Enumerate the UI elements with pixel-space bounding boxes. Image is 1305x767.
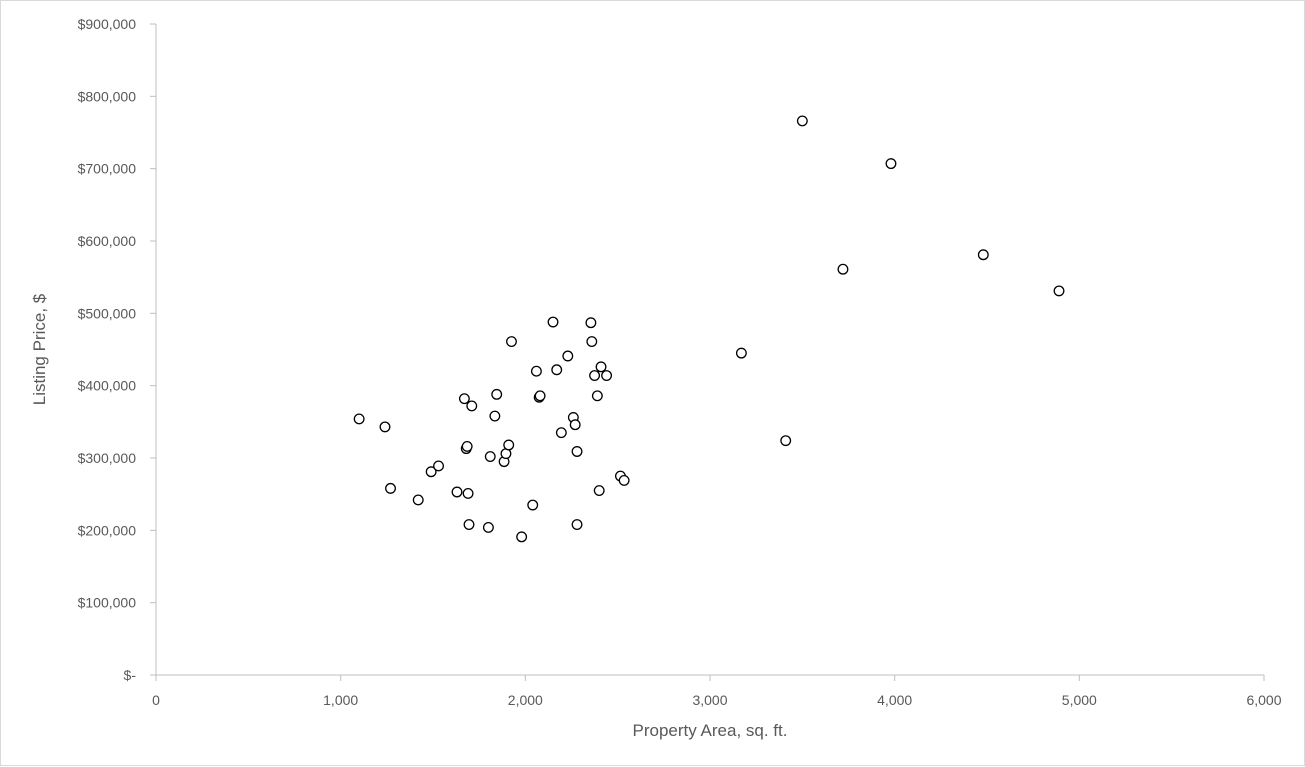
data-point xyxy=(412,494,424,506)
x-tick-label: 0 xyxy=(152,692,160,708)
data-point xyxy=(571,446,583,457)
data-point xyxy=(547,316,559,328)
data-point xyxy=(462,487,474,499)
data-point xyxy=(595,361,607,373)
data-point xyxy=(425,466,437,478)
data-point xyxy=(534,390,546,402)
data-point xyxy=(491,388,503,400)
data-point xyxy=(489,410,501,422)
tick-labels: $- $100,000 $200,000 $300,000 $400,000 $500,0… xyxy=(78,16,1282,708)
y-tick-label: $200,000 xyxy=(78,522,137,538)
data-point xyxy=(506,336,517,347)
data-point xyxy=(503,439,515,451)
data-point xyxy=(618,474,630,486)
data-point xyxy=(780,435,792,447)
data-points xyxy=(353,115,1065,543)
x-tick-label: 6,000 xyxy=(1246,692,1281,708)
x-tick-label: 4,000 xyxy=(877,692,912,708)
x-tick-label: 5,000 xyxy=(1062,692,1097,708)
y-tick-label: $700,000 xyxy=(78,161,137,177)
data-point xyxy=(527,499,539,511)
data-point xyxy=(1053,285,1065,297)
axes xyxy=(150,23,1265,681)
data-point xyxy=(451,486,463,498)
y-tick-label: $900,000 xyxy=(78,16,137,32)
data-point xyxy=(796,115,808,127)
data-point xyxy=(385,482,396,494)
y-tick-label: $600,000 xyxy=(78,233,137,249)
data-point xyxy=(977,249,989,261)
x-tick-label: 3,000 xyxy=(692,692,727,708)
data-point xyxy=(601,370,613,381)
data-point xyxy=(591,390,603,402)
y-tick-label: $400,000 xyxy=(78,378,137,394)
y-tick-label: $300,000 xyxy=(78,450,137,466)
data-point xyxy=(589,370,601,381)
y-tick-label: $- xyxy=(124,667,137,683)
data-point xyxy=(466,400,478,412)
data-point xyxy=(562,350,574,362)
data-point xyxy=(353,413,365,425)
data-point xyxy=(461,440,473,452)
data-point xyxy=(571,519,583,530)
y-axis-title: Listing Price, $ xyxy=(30,293,49,405)
data-point xyxy=(482,521,494,533)
data-point xyxy=(586,336,598,347)
data-point xyxy=(433,460,444,472)
data-point xyxy=(463,519,475,530)
data-point xyxy=(837,263,849,275)
data-point xyxy=(379,421,391,433)
data-point xyxy=(885,158,897,170)
x-tick-label: 2,000 xyxy=(508,692,543,708)
data-point xyxy=(484,451,496,463)
x-axis-title: Property Area, sq. ft. xyxy=(633,721,788,740)
data-point xyxy=(585,317,597,329)
data-point xyxy=(735,347,747,359)
data-point xyxy=(458,393,470,405)
y-tick-label: $500,000 xyxy=(78,305,137,321)
data-point xyxy=(530,365,542,377)
data-point xyxy=(569,419,581,431)
y-tick-label: $100,000 xyxy=(78,595,137,611)
data-point xyxy=(516,531,528,543)
x-tick-label: 1,000 xyxy=(323,692,358,708)
y-tick-label: $800,000 xyxy=(78,88,137,104)
data-point xyxy=(555,427,567,439)
data-point xyxy=(593,485,605,497)
data-point xyxy=(551,364,563,376)
